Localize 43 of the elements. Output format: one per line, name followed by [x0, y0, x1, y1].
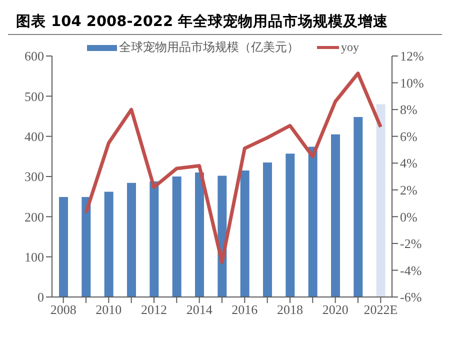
bar [104, 192, 114, 297]
y2-tick-label: 8% [400, 102, 418, 118]
x-tick-label: 2014 [186, 302, 213, 318]
y2-tick-label: -2% [400, 236, 422, 252]
legend-label: 全球宠物用品市场规模（亿美元） [119, 39, 299, 56]
y2-tick-label: 2% [400, 182, 418, 198]
y2-tick-label: -4% [400, 262, 422, 278]
y2-tick-label: -6% [400, 290, 422, 305]
bar [172, 176, 182, 297]
bar [331, 134, 340, 297]
y2-tick-label: 12% [400, 48, 424, 64]
bar [308, 146, 318, 297]
x-tick-label: 2010 [96, 302, 122, 318]
legend-label: yoy [341, 40, 359, 55]
x-tick-label: 2016 [232, 302, 258, 318]
x-tick-label: 2012 [141, 302, 167, 318]
x-tick-label: 2018 [277, 302, 303, 318]
chart-title: 图表 104 2008-2022 年全球宠物用品市场规模及增速 [8, 8, 442, 35]
x-tick-label: 2022E [364, 302, 398, 318]
y2-tick-label: 6% [400, 128, 418, 144]
bar [195, 172, 204, 297]
y2-tick-label: 10% [400, 75, 424, 90]
bar [354, 117, 363, 297]
y2-tick-label: 4% [400, 156, 418, 171]
y-tick-label: 600 [24, 48, 44, 64]
bar [59, 196, 68, 297]
x-tick-label: 2020 [322, 302, 348, 318]
y-tick-label: 0 [38, 290, 44, 305]
bar [263, 162, 272, 297]
y-tick-label: 500 [24, 88, 44, 104]
bar [286, 154, 295, 297]
bar [127, 182, 136, 297]
y-tick-label: 400 [24, 128, 44, 144]
bar [240, 170, 250, 297]
bar [150, 181, 159, 297]
bar [82, 196, 91, 297]
x-tick-label: 2008 [50, 302, 76, 318]
y-tick-label: 100 [24, 249, 44, 264]
y2-tick-label: 0% [400, 209, 418, 224]
line-series [84, 72, 382, 264]
bar [376, 104, 386, 297]
y-tick-label: 200 [24, 209, 44, 224]
y-tick-label: 300 [24, 169, 44, 184]
